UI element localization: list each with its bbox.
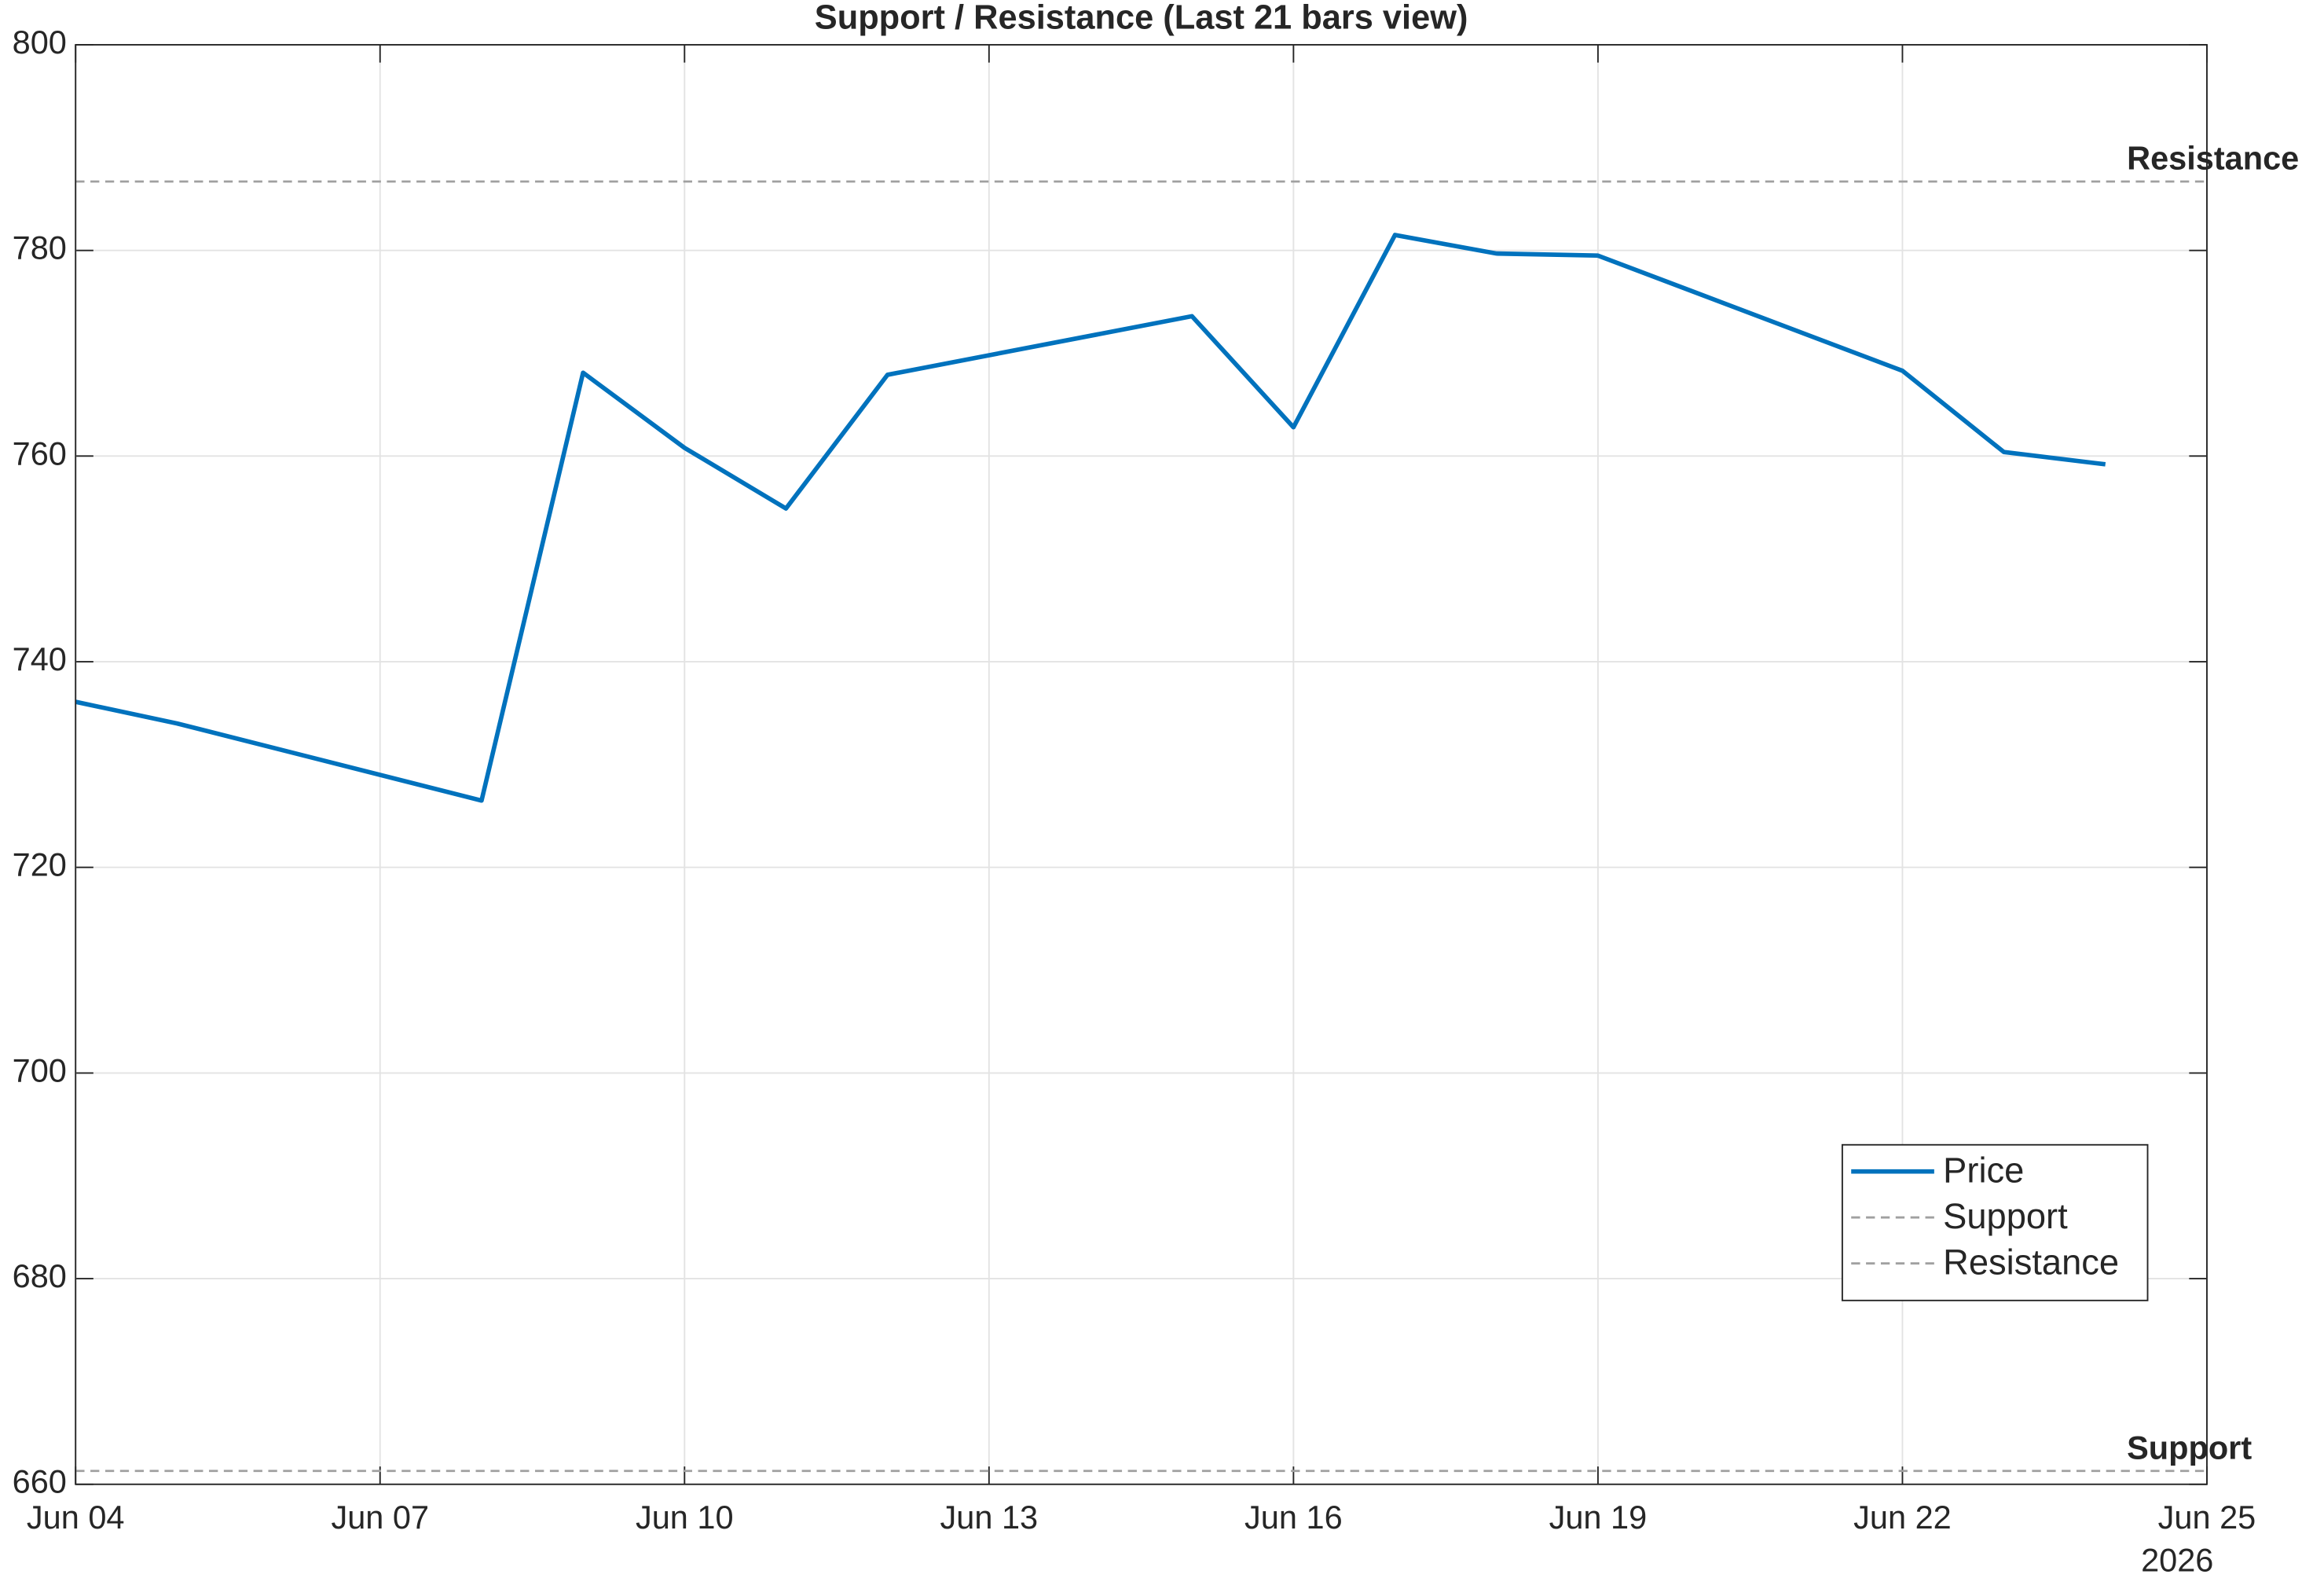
x-tick-label: Jun 10 — [636, 1499, 734, 1536]
y-tick-label: 740 — [13, 640, 67, 677]
legend-label: Resistance — [1943, 1242, 2119, 1283]
x-tick-label: Jun 04 — [27, 1499, 125, 1536]
x-tick-label: Jun 07 — [331, 1499, 429, 1536]
plot-frame — [75, 44, 2208, 1485]
y-tick-label: 800 — [13, 24, 67, 61]
y-tick-label: 680 — [13, 1257, 67, 1294]
chart-title: Support / Resistance (Last 21 bars view) — [815, 0, 1468, 36]
y-tick-label: 700 — [13, 1051, 67, 1088]
y-tick-label: 720 — [13, 846, 67, 883]
level-label: Support — [2127, 1429, 2252, 1466]
x-tick-label: Jun 13 — [940, 1499, 1039, 1536]
y-tick-label: 660 — [13, 1463, 67, 1500]
price-line — [75, 233, 2106, 803]
x-tick-label: Jun 25 — [2158, 1499, 2256, 1536]
y-tick-label: 760 — [13, 435, 67, 472]
x-tick-label: Jun 16 — [1244, 1499, 1343, 1536]
x-tick-label: Jun 22 — [1853, 1499, 1952, 1536]
x-year-label: 2026 — [2141, 1542, 2213, 1578]
y-tick-label: 780 — [13, 229, 67, 266]
legend: Price Support Resistance — [1841, 1143, 2149, 1301]
legend-label: Support — [1943, 1196, 2068, 1236]
legend-label: Price — [1943, 1150, 2024, 1191]
x-tick-label: Jun 19 — [1549, 1499, 1648, 1536]
level-label: Resistance — [2127, 140, 2299, 177]
